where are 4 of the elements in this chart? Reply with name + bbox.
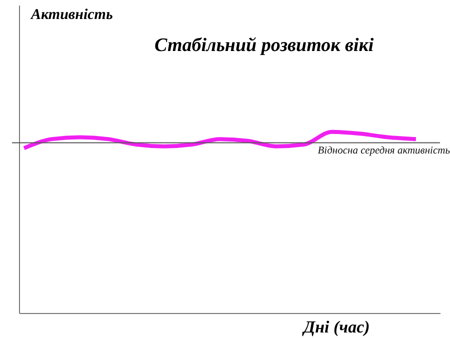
text: Активність [30,7,113,23]
ref-line-label: Відносна середня активність [318,146,450,157]
chart-title: Стабільний розвиток вікі [154,35,374,56]
x-axis-title: Дні (час) [302,318,370,336]
